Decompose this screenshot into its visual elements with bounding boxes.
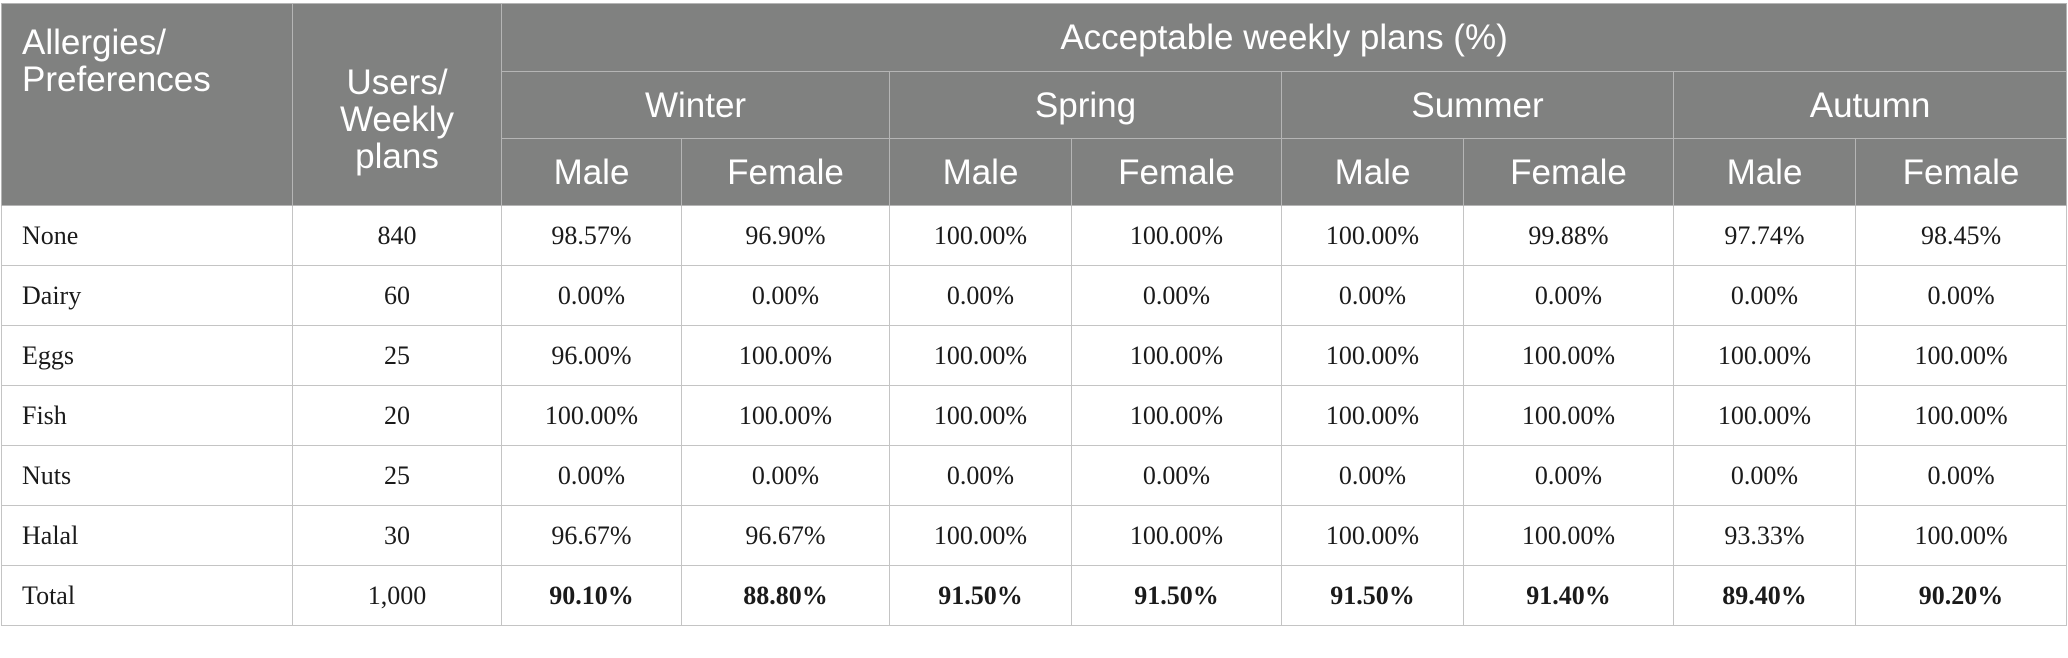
row-label: None	[1, 205, 293, 266]
row-label: Eggs	[1, 325, 293, 386]
users-cell: 25	[292, 445, 502, 506]
percentage-cell: 100.00%	[889, 385, 1072, 446]
percentage-cell: 0.00%	[501, 445, 682, 506]
percentage-cell: 100.00%	[681, 385, 890, 446]
sex-header-male: Male	[889, 138, 1072, 206]
percentage-cell: 90.10%	[501, 565, 682, 626]
users-cell: 30	[292, 505, 502, 566]
percentage-cell: 100.00%	[889, 205, 1072, 266]
percentage-cell: 0.00%	[1673, 445, 1856, 506]
column-header-users: Users/ Weekly plans	[292, 3, 502, 206]
acceptable-plans-table: Allergies/ Preferences Users/ Weekly pla…	[1, 3, 2068, 626]
percentage-cell: 0.00%	[1854, 445, 2068, 506]
sex-header-male: Male	[1673, 138, 1856, 206]
percentage-cell: 100.00%	[1673, 325, 1856, 386]
percentage-cell: 100.00%	[1673, 385, 1856, 446]
percentage-cell: 90.20%	[1854, 565, 2068, 626]
percentage-cell: 100.00%	[1281, 325, 1464, 386]
percentage-cell: 100.00%	[1854, 385, 2068, 446]
percentage-cell: 100.00%	[1463, 385, 1674, 446]
percentage-cell: 0.00%	[681, 265, 890, 326]
percentage-cell: 97.74%	[1673, 205, 1856, 266]
users-cell: 20	[292, 385, 502, 446]
table-row: Fish 20 100.00% 100.00% 100.00% 100.00% 100.00…	[1, 385, 2068, 446]
users-cell: 60	[292, 265, 502, 326]
table-row: None 840 98.57% 96.90% 100.00% 100.00% 100.00%…	[1, 205, 2068, 266]
percentage-cell: 100.00%	[1071, 385, 1282, 446]
column-header-acceptable-plans: Acceptable weekly plans (%)	[500, 3, 2068, 72]
users-cell: 25	[292, 325, 502, 386]
percentage-cell: 100.00%	[1854, 505, 2068, 566]
table-body: None 840 98.57% 96.90% 100.00% 100.00% 100.00%…	[1, 205, 2068, 626]
season-header-spring: Spring	[889, 71, 1282, 139]
percentage-cell: 100.00%	[1463, 325, 1674, 386]
percentage-cell: 0.00%	[1673, 265, 1856, 326]
percentage-cell: 100.00%	[1854, 325, 2068, 386]
percentage-cell: 100.00%	[889, 325, 1072, 386]
percentage-cell: 98.57%	[501, 205, 682, 266]
percentage-cell: 98.45%	[1854, 205, 2068, 266]
row-label: Halal	[1, 505, 293, 566]
percentage-cell: 100.00%	[1281, 385, 1464, 446]
percentage-cell: 91.40%	[1463, 565, 1674, 626]
percentage-cell: 91.50%	[889, 565, 1072, 626]
percentage-cell: 0.00%	[681, 445, 890, 506]
percentage-cell: 0.00%	[1854, 265, 2068, 326]
row-label: Dairy	[1, 265, 293, 326]
table-header: Allergies/ Preferences Users/ Weekly pla…	[1, 3, 2068, 206]
percentage-cell: 0.00%	[1071, 265, 1282, 326]
percentage-cell: 99.88%	[1463, 205, 1674, 266]
table-row: Total 1,000 90.10% 88.80% 91.50% 91.50% 91.50%…	[1, 565, 2068, 626]
percentage-cell: 100.00%	[1281, 205, 1464, 266]
percentage-cell: 0.00%	[1463, 265, 1674, 326]
percentage-cell: 0.00%	[1463, 445, 1674, 506]
season-header-autumn: Autumn	[1672, 71, 2068, 139]
percentage-cell: 96.67%	[681, 505, 890, 566]
percentage-cell: 96.90%	[681, 205, 890, 266]
season-header-summer: Summer	[1281, 71, 1674, 139]
sex-header-male: Male	[501, 138, 682, 206]
percentage-cell: 96.67%	[501, 505, 682, 566]
percentage-cell: 0.00%	[1281, 265, 1464, 326]
users-cell: 1,000	[292, 565, 502, 626]
table-row: Eggs 25 96.00% 100.00% 100.00% 100.00% 100.00%…	[1, 325, 2068, 386]
sex-header-female: Female	[681, 138, 890, 206]
column-header-allergies: Allergies/ Preferences	[1, 3, 293, 206]
percentage-cell: 91.50%	[1071, 565, 1282, 626]
sex-header-male: Male	[1281, 138, 1464, 206]
table-row: Dairy 60 0.00% 0.00% 0.00% 0.00% 0.00% 0.00% 0.0…	[1, 265, 2068, 326]
percentage-cell: 0.00%	[889, 445, 1072, 506]
row-label: Nuts	[1, 445, 293, 506]
sex-header-female: Female	[1854, 138, 2068, 206]
percentage-cell: 93.33%	[1673, 505, 1856, 566]
sex-header-female: Female	[1463, 138, 1674, 206]
percentage-cell: 100.00%	[501, 385, 682, 446]
percentage-cell: 0.00%	[889, 265, 1072, 326]
percentage-cell: 0.00%	[1071, 445, 1282, 506]
percentage-cell: 100.00%	[889, 505, 1072, 566]
percentage-cell: 91.50%	[1281, 565, 1464, 626]
table-row: Halal 30 96.67% 96.67% 100.00% 100.00% 100.00%…	[1, 505, 2068, 566]
percentage-cell: 100.00%	[1463, 505, 1674, 566]
percentage-cell: 89.40%	[1673, 565, 1856, 626]
row-label: Total	[1, 565, 293, 626]
percentage-cell: 100.00%	[1071, 205, 1282, 266]
row-label: Fish	[1, 385, 293, 446]
sex-header-female: Female	[1071, 138, 1282, 206]
table-row: Nuts 25 0.00% 0.00% 0.00% 0.00% 0.00% 0.00% 0.00…	[1, 445, 2068, 506]
percentage-cell: 0.00%	[1281, 445, 1464, 506]
percentage-cell: 88.80%	[681, 565, 890, 626]
users-cell: 840	[292, 205, 502, 266]
percentage-cell: 100.00%	[1071, 505, 1282, 566]
percentage-cell: 100.00%	[1071, 325, 1282, 386]
season-header-winter: Winter	[501, 71, 890, 139]
percentage-cell: 0.00%	[501, 265, 682, 326]
percentage-cell: 100.00%	[681, 325, 890, 386]
percentage-cell: 96.00%	[501, 325, 682, 386]
percentage-cell: 100.00%	[1281, 505, 1464, 566]
